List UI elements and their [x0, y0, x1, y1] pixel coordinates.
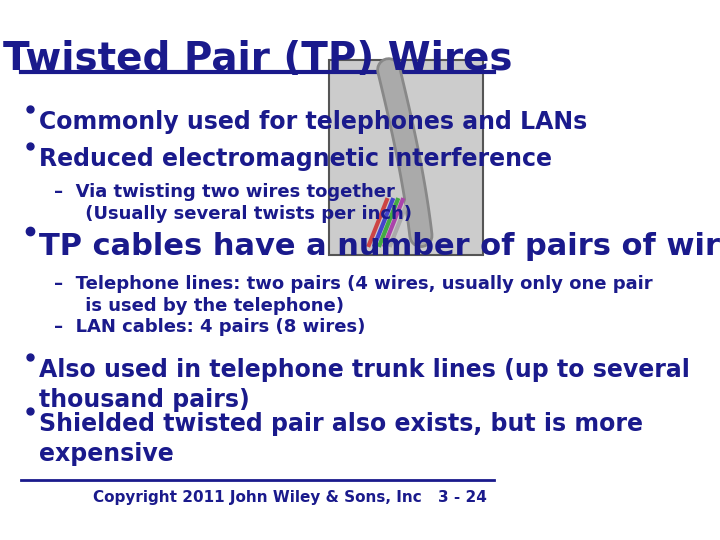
Text: –  Via twisting two wires together
     (Usually several twists per inch): – Via twisting two wires together (Usual… — [54, 183, 412, 223]
Text: Copyright 2011 John Wiley & Sons, Inc: Copyright 2011 John Wiley & Sons, Inc — [94, 490, 422, 505]
Text: Shielded twisted pair also exists, but is more
expensive: Shielded twisted pair also exists, but i… — [40, 412, 644, 465]
Text: –  Telephone lines: two pairs (4 wires, usually only one pair
     is used by th: – Telephone lines: two pairs (4 wires, u… — [54, 275, 652, 315]
Text: –  LAN cables: 4 pairs (8 wires): – LAN cables: 4 pairs (8 wires) — [54, 318, 365, 336]
Text: Twisted Pair (TP) Wires: Twisted Pair (TP) Wires — [3, 40, 513, 78]
Text: Also used in telephone trunk lines (up to several
thousand pairs): Also used in telephone trunk lines (up t… — [40, 358, 690, 411]
Text: Reduced electromagnetic interference: Reduced electromagnetic interference — [40, 147, 552, 171]
Text: Commonly used for telephones and LANs: Commonly used for telephones and LANs — [40, 110, 588, 134]
Text: 3 - 24: 3 - 24 — [438, 490, 487, 505]
Text: TP cables have a number of pairs of wires: TP cables have a number of pairs of wire… — [40, 232, 720, 261]
Bar — [329, 60, 483, 255]
